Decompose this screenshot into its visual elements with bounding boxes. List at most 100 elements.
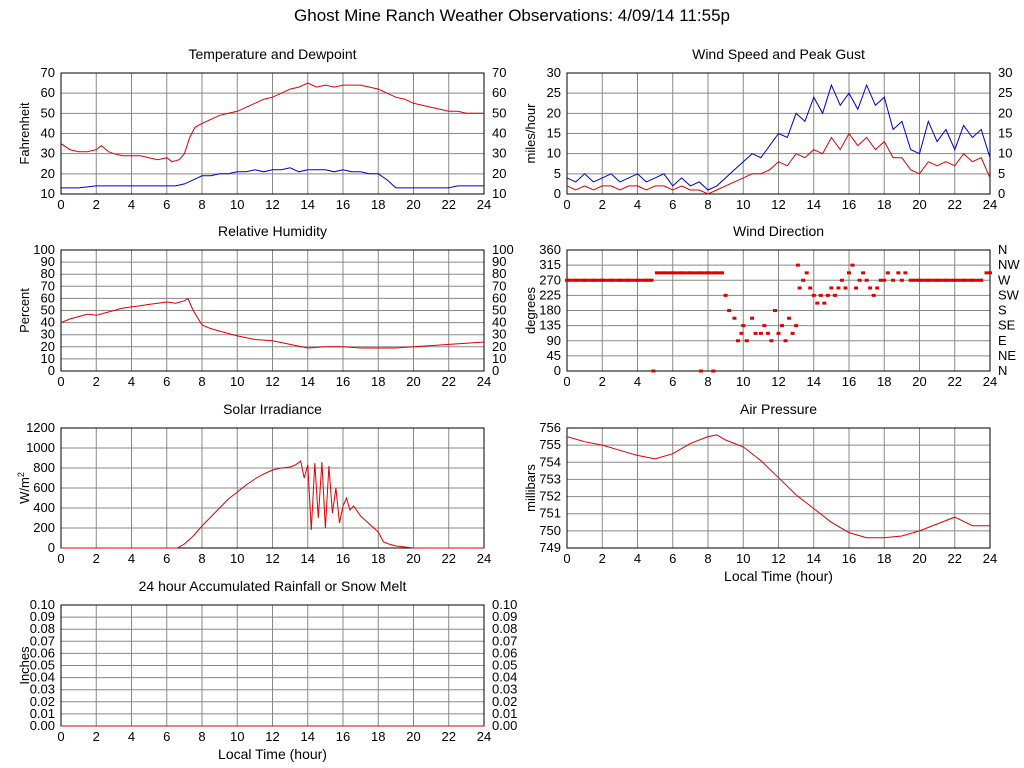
wind-title: Wind Speed and Peak Gust xyxy=(692,46,865,62)
solar-x-tick-label: 24 xyxy=(477,551,491,566)
pressure-x-tick-label: 18 xyxy=(877,551,891,566)
dir-x-tick-label: 18 xyxy=(877,374,891,389)
dir-point xyxy=(861,271,866,275)
temp-x-tick-label: 6 xyxy=(163,197,170,212)
rh-y-tick-label: 0 xyxy=(48,363,55,378)
temp-right-tick-label: 60 xyxy=(492,85,506,100)
rh-series-red xyxy=(60,297,485,349)
solar-y-tick-label: 800 xyxy=(33,460,55,475)
rain-x-tick-label: 2 xyxy=(93,729,100,744)
dir-x-tick-label: 2 xyxy=(599,374,606,389)
rh-x-tick-label: 12 xyxy=(265,374,279,389)
wind-y-tick-label: 30 xyxy=(547,65,561,80)
wind-series-blue xyxy=(566,83,991,191)
rh-right-tick-label: 80 xyxy=(492,266,506,281)
dir-point xyxy=(885,271,890,275)
pressure-y-tick-label: 753 xyxy=(539,471,561,486)
temp-y-tick-label: 10 xyxy=(41,186,55,201)
temp-y-tick-label: 70 xyxy=(41,65,55,80)
rain-y-tick-label: 0.06 xyxy=(30,645,55,660)
dir-x-tick-label: 0 xyxy=(563,374,570,389)
dir-point xyxy=(758,331,763,335)
dir-x-tick-label: 4 xyxy=(634,374,641,389)
pressure-y-tick-label: 754 xyxy=(539,454,561,469)
dir-point xyxy=(839,278,844,282)
solar-y-tick-label: 1200 xyxy=(26,420,55,435)
dir-point xyxy=(795,263,800,267)
dir-point xyxy=(727,309,732,312)
solar-y-tick-label: 200 xyxy=(33,520,55,535)
temp-y-tick-label: 40 xyxy=(41,126,55,141)
wind-y-tick-label: 15 xyxy=(547,126,561,141)
rain-right-tick-label: 0.09 xyxy=(492,609,517,624)
rain-x-tick-label: 10 xyxy=(230,729,244,744)
rh-y-tick-label: 80 xyxy=(41,266,55,281)
dir-right-tick-label: W xyxy=(998,272,1011,287)
rain-y-tick-label: 0.08 xyxy=(30,621,55,636)
wind-right-tick-label: 5 xyxy=(998,166,1005,181)
pressure-y-tick-label: 755 xyxy=(539,437,561,452)
temp-right-tick-label: 10 xyxy=(492,186,506,201)
rain-x-tick-label: 8 xyxy=(198,729,205,744)
solar-x-tick-label: 2 xyxy=(93,551,100,566)
dir-point xyxy=(739,331,744,335)
dir-x-tick-label: 8 xyxy=(704,374,711,389)
rain-x-tick-label: 4 xyxy=(128,729,135,744)
pressure-x-tick-label: 4 xyxy=(634,551,641,566)
wind-x-tick-label: 12 xyxy=(771,197,785,212)
temp-title: Temperature and Dewpoint xyxy=(188,46,356,62)
rh-x-tick-label: 16 xyxy=(336,374,350,389)
rh-y-tick-label: 20 xyxy=(41,339,55,354)
dir-point xyxy=(780,324,785,328)
dir-point xyxy=(815,301,820,305)
rh-x-tick-label: 24 xyxy=(477,374,491,389)
dir-point xyxy=(903,271,908,275)
pressure-x-tick-label: 14 xyxy=(807,551,821,566)
dir-point xyxy=(772,309,777,312)
dir-point xyxy=(984,271,989,275)
rain-right-tick-label: 0.01 xyxy=(492,706,517,721)
solar-x-tick-label: 8 xyxy=(198,551,205,566)
wind-x-tick-label: 4 xyxy=(634,197,641,212)
wind-right-tick-label: 20 xyxy=(998,105,1012,120)
wind-x-tick-label: 16 xyxy=(842,197,856,212)
pressure-x-tick-label: 20 xyxy=(912,551,926,566)
rh-x-tick-label: 0 xyxy=(57,374,64,389)
dir-point xyxy=(988,271,992,275)
rh-y-tick-label: 100 xyxy=(33,242,55,257)
dir-point xyxy=(854,286,859,290)
dir-point xyxy=(741,324,746,328)
solar-x-tick-label: 12 xyxy=(265,551,279,566)
temp-x-tick-label: 22 xyxy=(442,197,456,212)
pressure-title: Air Pressure xyxy=(740,401,817,417)
pressure-x-tick-label: 12 xyxy=(771,551,785,566)
temp-y-tick-label: 50 xyxy=(41,105,55,120)
dir-frame xyxy=(566,249,991,372)
solar-x-tick-label: 4 xyxy=(128,551,135,566)
rain-x-tick-label: 22 xyxy=(442,729,456,744)
dir-right-tick-label: SW xyxy=(998,287,1020,302)
dir-point xyxy=(753,331,758,335)
temp-y-tick-label: 30 xyxy=(41,146,55,161)
dir-point xyxy=(735,339,740,343)
dir-point xyxy=(899,278,904,282)
dir-point xyxy=(836,286,841,290)
rh-y-axis-label: Percent xyxy=(17,288,32,333)
rain-right-tick-label: 0.10 xyxy=(492,597,517,612)
rain-right-tick-label: 0.05 xyxy=(492,658,517,673)
dir-point xyxy=(850,263,855,267)
wind-x-tick-label: 8 xyxy=(704,197,711,212)
temp-x-tick-label: 24 xyxy=(477,197,491,212)
temp-y-axis-label: Fahrenheit xyxy=(17,102,32,165)
dir-y-axis-label: degrees xyxy=(523,287,538,334)
rain-y-tick-label: 0.04 xyxy=(30,670,55,685)
rain-y-tick-label: 0.10 xyxy=(30,597,55,612)
rh-x-tick-label: 8 xyxy=(198,374,205,389)
dir-point xyxy=(868,286,873,290)
rh-right-tick-label: 40 xyxy=(492,315,506,330)
solar-y-tick-label: 600 xyxy=(33,480,55,495)
wind-y-tick-label: 0 xyxy=(554,186,561,201)
pressure-x-tick-label: 22 xyxy=(948,551,962,566)
temp-frame xyxy=(60,72,485,195)
